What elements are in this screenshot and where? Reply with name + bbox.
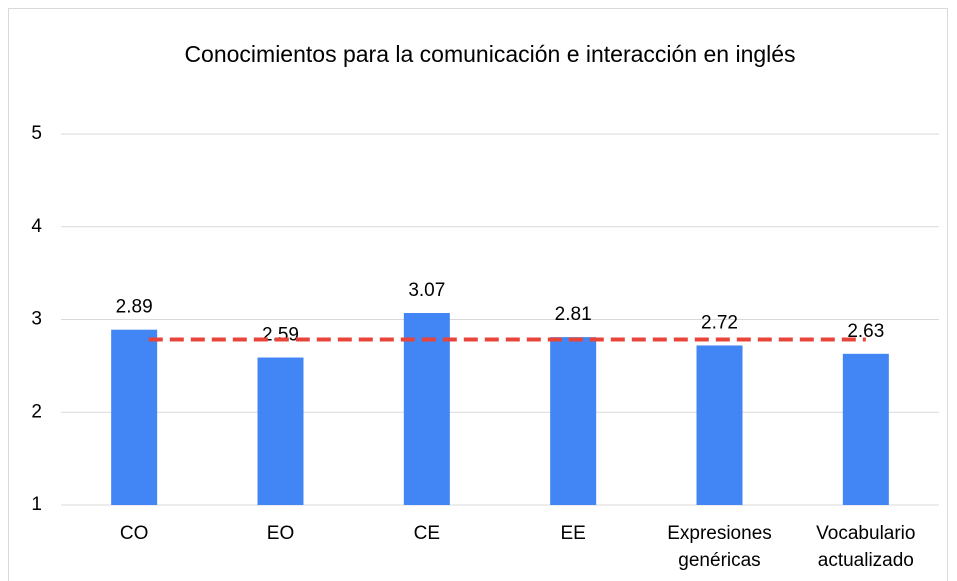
bar (257, 357, 304, 505)
value-label: 2.89 (116, 297, 153, 318)
y-tick-label: 2 (31, 401, 42, 422)
x-tick-label: Expresiones genéricas (667, 523, 772, 571)
x-tick-label: CE (413, 523, 441, 544)
bar (696, 345, 743, 505)
x-tick-label: Vocabulario actualizado (816, 523, 916, 571)
value-label: 3.07 (408, 280, 445, 301)
chart-frame (8, 8, 948, 581)
value-label: 2.59 (262, 325, 299, 346)
bar (550, 337, 597, 505)
x-tick-label: EE (560, 523, 586, 544)
y-tick-label: 3 (31, 309, 42, 330)
chart-title: Conocimientos para la comunicación e int… (184, 41, 796, 67)
value-label: 2.72 (701, 312, 738, 333)
bar (842, 353, 889, 505)
x-tick-label: EO (266, 523, 295, 544)
value-label: 2.63 (847, 321, 884, 342)
bar (403, 313, 450, 505)
y-tick-label: 4 (31, 216, 42, 237)
value-label: 2.81 (555, 304, 592, 325)
bar (111, 329, 158, 505)
x-tick-label: CO (119, 523, 149, 544)
y-tick-label: 1 (31, 494, 42, 515)
y-tick-label: 5 (31, 123, 42, 144)
